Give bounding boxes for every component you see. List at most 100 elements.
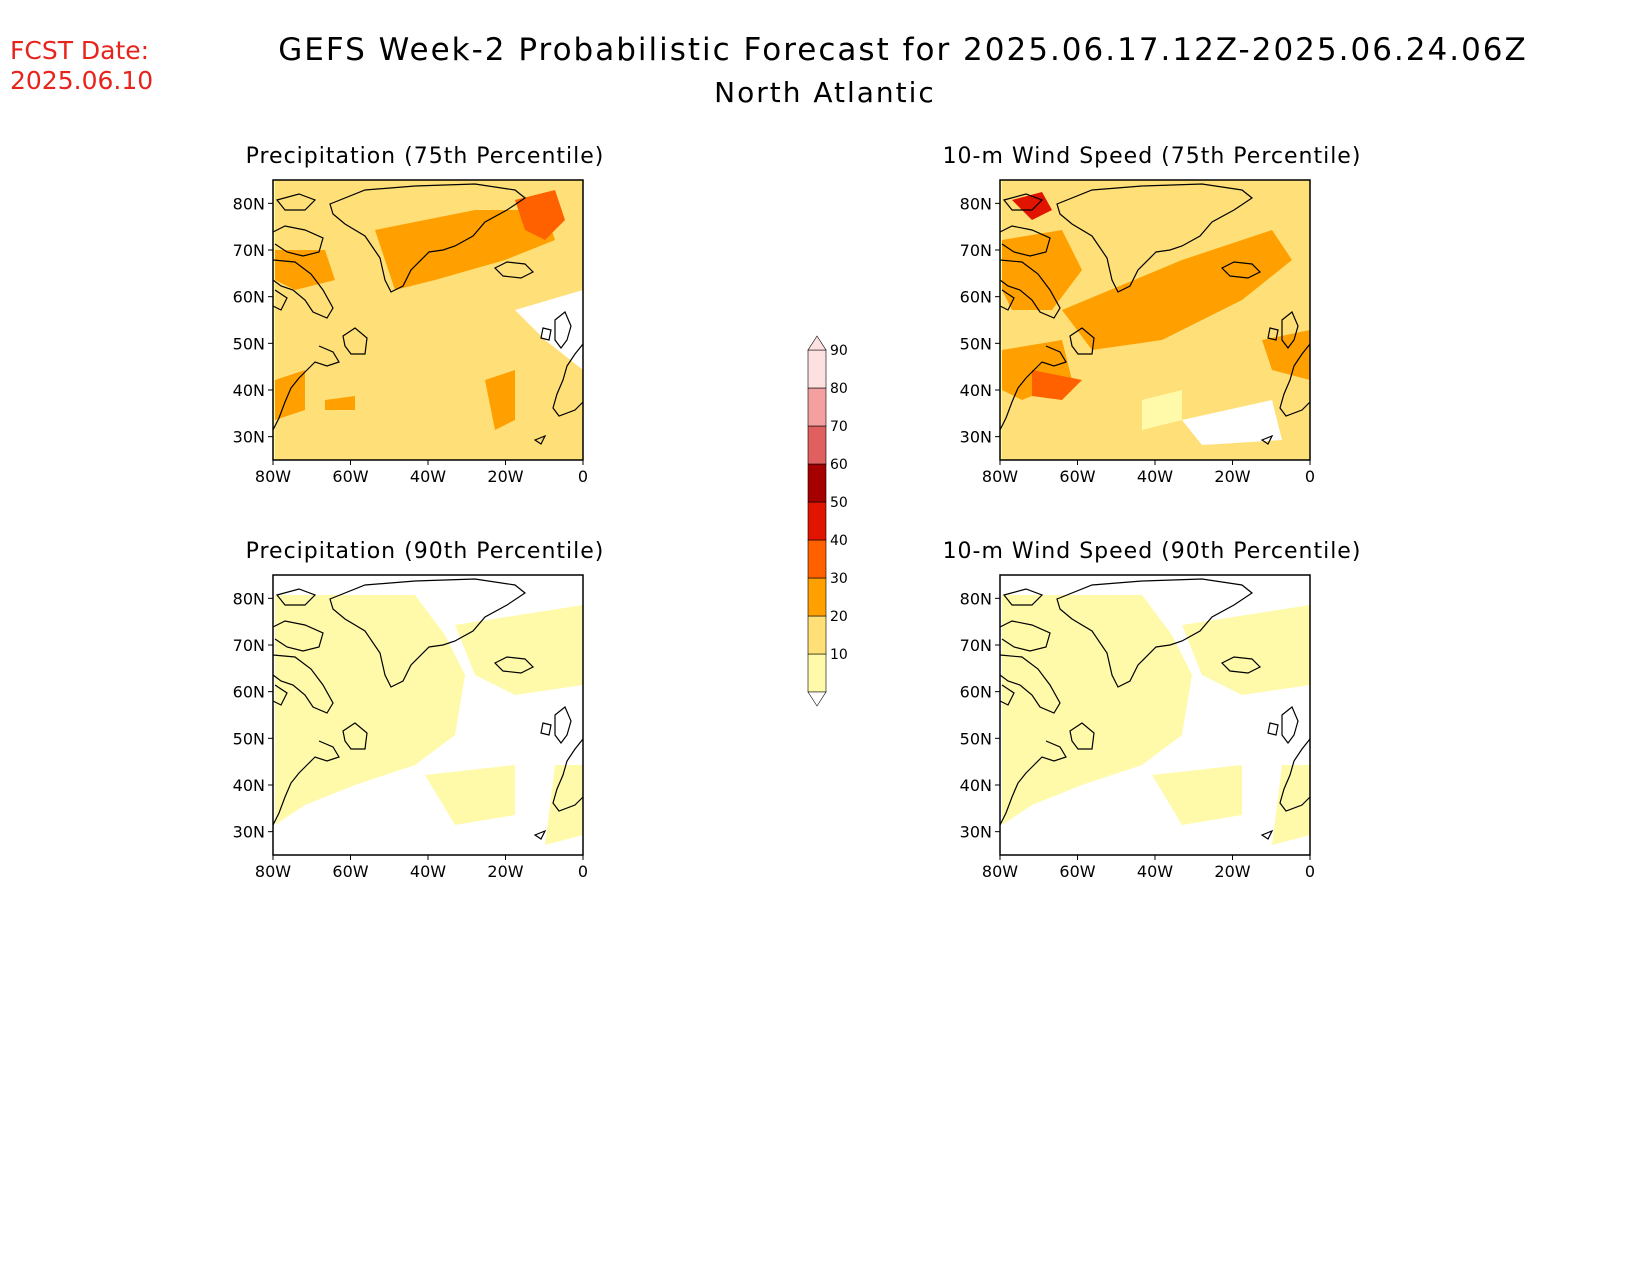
coastline	[1260, 829, 1274, 840]
coastline	[272, 289, 288, 311]
coastline	[272, 345, 340, 431]
lon-tick-label: 80W	[255, 862, 291, 881]
colorbar-swatch	[807, 349, 827, 389]
lon-tick-label: 20W	[1214, 862, 1250, 881]
lon-tick-label: 20W	[487, 862, 523, 881]
lon-tick-label: 80W	[255, 467, 291, 486]
lon-tick-label: 0	[1305, 862, 1315, 881]
region-subtitle: North Atlantic	[714, 76, 936, 109]
colorbar-swatch	[807, 615, 827, 655]
colorbar-label: 60	[830, 457, 848, 473]
panel-precip-90: Precipitation (90th Percentile) 80N 70N 60…	[215, 535, 635, 905]
map-wind-75: 80N 70N 60N 50N 40N 30N 80W 60W 40W 20W 0	[960, 179, 1315, 486]
coastline	[1220, 261, 1262, 279]
lon-tick-label: 60W	[1059, 862, 1095, 881]
coastline	[999, 259, 1061, 319]
panel-precip-75: Precipitation (75th Percentile) 80N 70N 60…	[215, 140, 635, 510]
lon-tick-label: 60W	[332, 862, 368, 881]
coastline	[554, 706, 572, 744]
probability-shading	[1142, 390, 1182, 430]
lat-tick-label: 50N	[233, 334, 265, 353]
map-wind-90: 80N 70N 60N 50N 40N 30N 80W 60W 40W 20W 0	[960, 574, 1315, 881]
lat-tick-label: 50N	[960, 729, 992, 748]
coastline	[1220, 656, 1262, 674]
probability-shading	[1032, 370, 1082, 400]
colorbar-swatch	[807, 577, 827, 617]
lon-tick-label: 20W	[487, 467, 523, 486]
lon-tick-label: 20W	[1214, 467, 1250, 486]
probability-shading	[1002, 230, 1082, 310]
probability-shading	[485, 370, 515, 430]
coastline	[1267, 327, 1279, 341]
probability-shading	[425, 765, 515, 825]
colorbar-swatch	[807, 463, 827, 503]
coastline	[1069, 327, 1095, 355]
lon-tick-label: 0	[578, 467, 588, 486]
lat-tick-label: 30N	[233, 823, 265, 842]
lat-tick-label: 60N	[960, 288, 992, 307]
panel-title: 10-m Wind Speed (75th Percentile)	[942, 144, 1362, 169]
coastline	[1279, 343, 1311, 417]
coastline	[1002, 193, 1044, 211]
coastline	[1056, 183, 1254, 293]
probability-shading	[1262, 330, 1310, 380]
lon-tick-label: 40W	[410, 467, 446, 486]
lat-tick-label: 80N	[233, 194, 265, 213]
lat-tick-label: 30N	[960, 428, 992, 447]
colorbar-label: 20	[830, 609, 848, 625]
lat-tick-label: 30N	[960, 823, 992, 842]
coastline	[999, 684, 1015, 706]
colorbar: 10 20 30 40 50 60 70 80 90	[807, 335, 848, 707]
colorbar-label: 80	[830, 381, 848, 397]
colorbar-swatch	[807, 653, 827, 693]
coastline	[275, 588, 317, 606]
colorbar-swatch	[807, 425, 827, 465]
lon-tick-label: 80W	[982, 467, 1018, 486]
coastline	[540, 327, 552, 341]
coastline	[272, 684, 288, 706]
coastline	[999, 740, 1067, 826]
lon-tick-label: 40W	[1137, 862, 1173, 881]
panel-wind-90: 10-m Wind Speed (90th Percentile) 80N 70N…	[942, 535, 1362, 905]
probability-shading	[1182, 605, 1310, 695]
lat-tick-label: 70N	[233, 636, 265, 655]
probability-shading	[1152, 765, 1242, 825]
lon-tick-label: 60W	[1059, 467, 1095, 486]
map-precip-75: 80N 70N 60N 50N 40N 30N 80W 60W 40W 20W 0	[233, 179, 588, 486]
lat-tick-label: 50N	[960, 334, 992, 353]
lat-tick-label: 80N	[960, 589, 992, 608]
forecast-date-label: FCST Date: 2025.06.10	[10, 36, 153, 96]
colorbar-label: 10	[830, 647, 848, 663]
coastline	[1002, 588, 1044, 606]
lat-tick-label: 40N	[233, 776, 265, 795]
lon-tick-label: 0	[578, 862, 588, 881]
coastline	[1260, 434, 1274, 445]
coastline	[272, 620, 324, 652]
lat-tick-label: 50N	[233, 729, 265, 748]
coastline	[1281, 706, 1299, 744]
probability-shading	[1002, 595, 1192, 825]
probability-shading	[1182, 400, 1282, 445]
coastline	[552, 738, 584, 812]
panel-wind-75: 10-m Wind Speed (75th Percentile) 80N 70N…	[942, 140, 1362, 510]
fcst-date-value: 2025.06.10	[10, 66, 154, 95]
lon-tick-label: 40W	[1137, 467, 1173, 486]
colorbar-label: 30	[830, 571, 848, 587]
lat-tick-label: 70N	[960, 241, 992, 260]
coastline	[999, 225, 1051, 257]
main-title: GEFS Week-2 Probabilistic Forecast for 2…	[278, 32, 1528, 68]
lat-tick-label: 40N	[960, 776, 992, 795]
lon-tick-label: 40W	[410, 862, 446, 881]
probability-shading	[275, 595, 465, 825]
lat-tick-label: 40N	[233, 381, 265, 400]
lat-tick-label: 60N	[233, 288, 265, 307]
coastline	[272, 259, 334, 319]
probability-shading	[545, 765, 583, 845]
coastline	[342, 327, 368, 355]
lat-tick-label: 60N	[233, 683, 265, 702]
lat-tick-label: 70N	[960, 636, 992, 655]
coastline	[999, 289, 1015, 311]
coastline	[272, 740, 340, 826]
lat-tick-label: 60N	[960, 683, 992, 702]
colorbar-bottom-arrow	[807, 691, 827, 707]
